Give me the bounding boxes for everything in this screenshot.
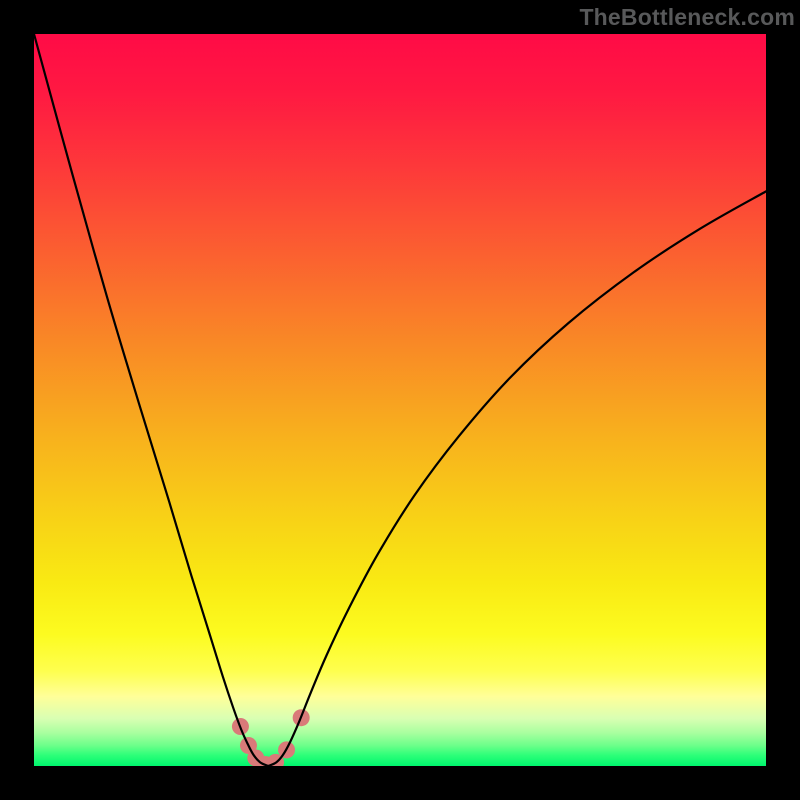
frame-bottom: [0, 766, 800, 800]
watermark: TheBottleneck.com: [579, 4, 795, 31]
plot-background: [34, 34, 766, 766]
chart-svg: [0, 0, 800, 800]
frame-right: [766, 0, 800, 800]
frame-left: [0, 0, 34, 800]
